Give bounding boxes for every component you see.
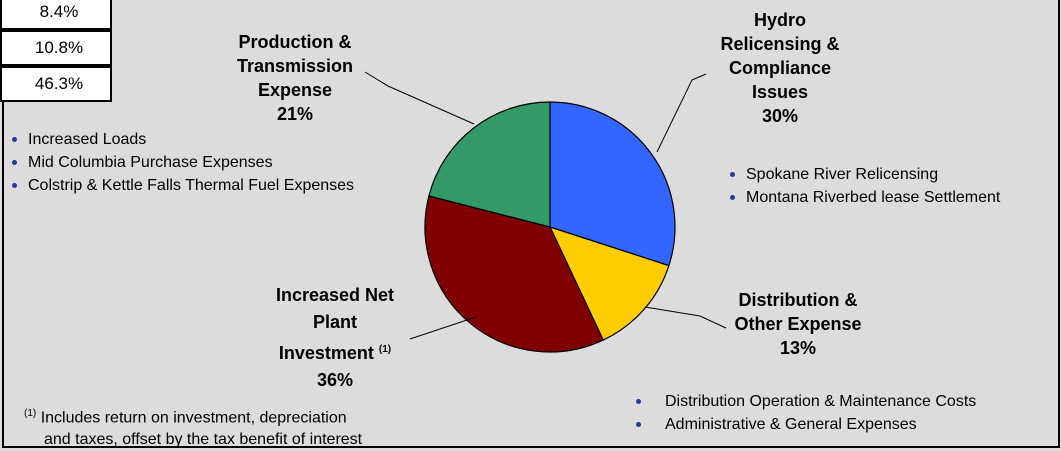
list-item-text: Mid Columbia Purchase Expenses [28,154,273,171]
label-prod-pct: 21% [276,104,314,124]
label-hydro-line3: Compliance [728,58,832,78]
table-cell-3: 46.3% [0,66,112,102]
footnote-marker: (1) [24,408,37,419]
label-net-superscript: (1) [378,344,392,355]
bullet-icon [730,172,735,177]
label-dist-line1: Distribution & [738,290,858,310]
footnote-text-2: and taxes, offset by the tax benefit of … [44,431,363,449]
list-item: Montana Riverbed lease Settlement [730,186,1000,209]
list-item: Administrative & General Expenses [636,413,976,436]
label-net-line2: Plant [312,312,357,332]
label-prod-line2: Transmission [236,56,354,76]
production-bullet-list: Increased Loads Mid Columbia Purchase Ex… [12,128,354,197]
label-distribution: Distribution & Other Expense 13% [712,288,884,360]
slice-production [428,101,551,228]
list-item-text: Montana Riverbed lease Settlement [746,189,1001,206]
footnote-text-1: Includes return on investment, depreciat… [40,409,347,427]
leader-line-net-plant [409,316,477,340]
list-item: Colstrip & Kettle Falls Thermal Fuel Exp… [12,174,354,197]
label-hydro-line4: Issues [751,82,809,102]
label-net-line3-text: Investment [278,343,374,363]
slice-distribution [548,226,670,341]
list-item: Distribution Operation & Maintenance Cos… [636,390,976,413]
label-prod-line3: Expense [257,80,333,100]
list-item-text: Spokane River Relicensing [746,166,939,183]
bullet-icon [12,160,17,165]
label-net-plant: Increased Net Plant Investment (1) 36% [250,282,420,394]
list-item-text: Administrative & General Expenses [665,416,917,433]
list-item: Mid Columbia Purchase Expenses [12,151,354,174]
list-item-text: Colstrip & Kettle Falls Thermal Fuel Exp… [28,177,355,194]
leader-line-hydro [656,73,707,153]
label-hydro-pct: 30% [761,106,799,126]
label-net-line1: Increased Net [275,285,395,305]
label-prod-line1: Production & [238,32,352,52]
leader-line-production [364,71,475,125]
distribution-bullet-list: Distribution Operation & Maintenance Cos… [636,390,976,436]
list-item: Spokane River Relicensing [730,163,1000,186]
bullet-icon [636,422,641,427]
label-dist-line2: Other Expense [734,314,862,334]
label-hydro: Hydro Relicensing & Compliance Issues 30… [700,8,860,128]
list-item-text: Distribution Operation & Maintenance Cos… [665,393,977,410]
list-item: Increased Loads [12,128,354,151]
label-dist-pct: 13% [779,338,817,358]
list-item-text: Increased Loads [28,131,147,148]
bullet-icon [12,183,17,188]
hydro-bullet-list: Spokane River Relicensing Montana Riverb… [730,163,1000,209]
label-production: Production & Transmission Expense 21% [210,30,380,126]
leader-line-distribution [644,306,727,329]
bullet-icon [730,195,735,200]
bullet-icon [12,137,17,142]
slice-net-plant [424,195,605,353]
label-net-line3: Investment (1) [250,336,420,367]
label-hydro-line1: Hydro [753,10,806,30]
label-hydro-line2: Relicensing & [720,34,840,54]
label-net-pct: 36% [316,370,354,390]
bullet-icon [636,399,641,404]
table-cell-2: 10.8% [0,30,112,66]
footnote-line1: (1) Includes return on investment, depre… [24,403,362,429]
table-cell-1: 8.4% [0,0,112,30]
slice-hydro [549,101,676,267]
footnote: (1) Includes return on investment, depre… [24,403,362,451]
